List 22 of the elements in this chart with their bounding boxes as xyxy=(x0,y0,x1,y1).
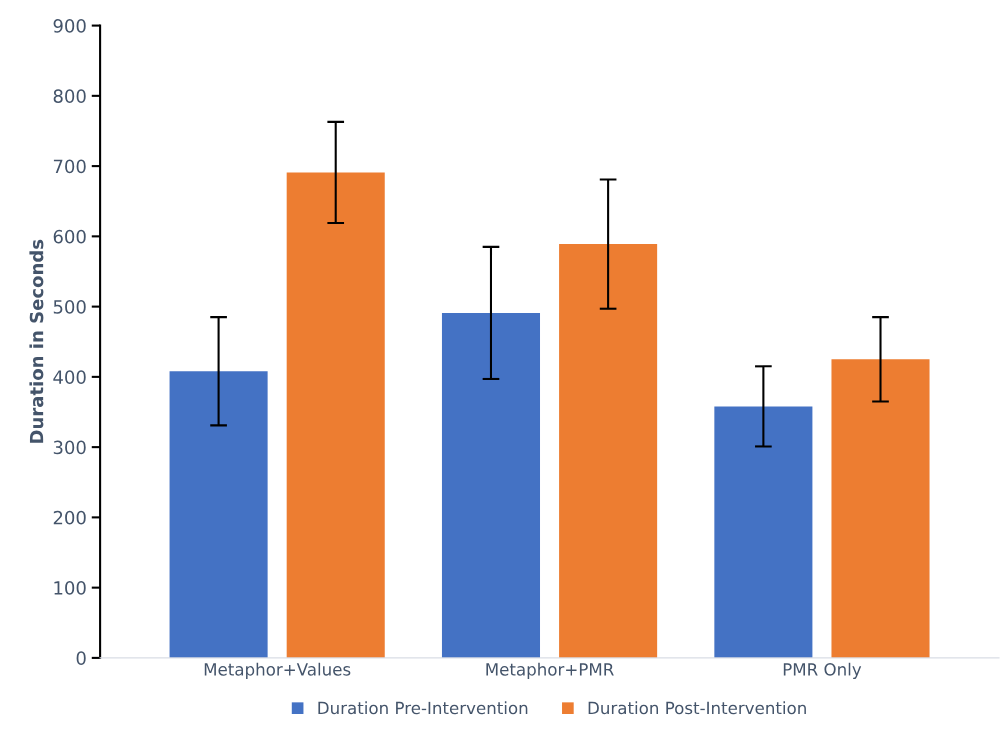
y-tick-label: 800 xyxy=(53,89,86,103)
bar xyxy=(286,172,385,658)
y-tick-label: 400 xyxy=(53,370,86,384)
y-tick-label: 300 xyxy=(53,440,86,455)
bar xyxy=(441,312,541,658)
x-tick-label: Metaphor+PMR xyxy=(486,662,614,679)
y-axis-title: Duration in Seconds xyxy=(29,239,44,443)
bar xyxy=(169,371,268,658)
y-tick-label: 200 xyxy=(53,510,86,525)
bar xyxy=(559,244,658,658)
y-tick-label: 600 xyxy=(53,229,86,244)
y-tick-label: 500 xyxy=(53,300,86,314)
y-tick-label: 0 xyxy=(76,651,86,666)
y-tick-label: 900 xyxy=(53,19,86,33)
bar xyxy=(831,359,930,658)
y-tick-label: 100 xyxy=(54,581,86,595)
bar xyxy=(714,406,813,658)
legend-label: Duration Pre-Intervention xyxy=(318,701,528,715)
x-tick-label: Metaphor+Values xyxy=(204,662,351,679)
y-tick-label: 700 xyxy=(53,159,86,174)
legend-label: Duration Post-Intervention xyxy=(588,701,806,715)
x-tick-label: PMR Only xyxy=(783,662,862,679)
